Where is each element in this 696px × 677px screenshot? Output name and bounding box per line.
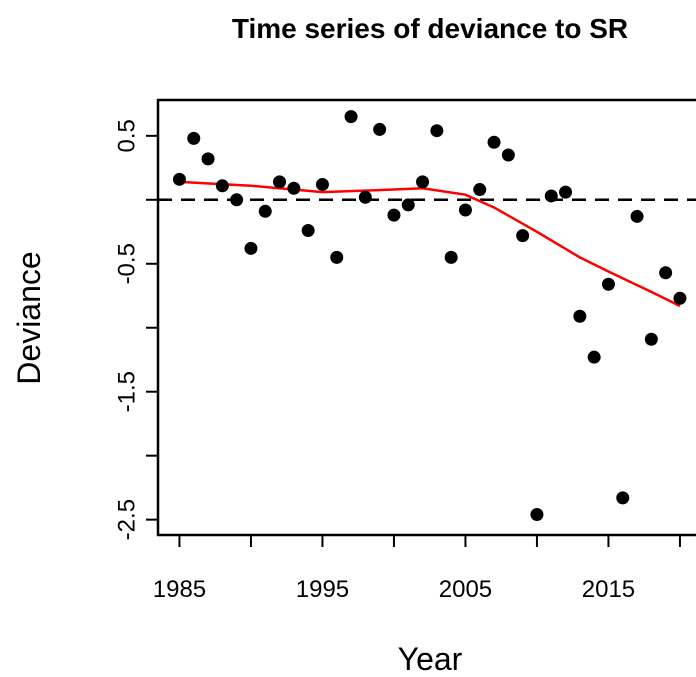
point <box>630 209 644 223</box>
point <box>616 491 630 505</box>
point <box>358 190 372 204</box>
point <box>273 175 287 189</box>
point <box>315 177 329 191</box>
point <box>387 208 401 222</box>
y-tick-label: -0.5 <box>113 243 140 284</box>
point <box>187 131 201 145</box>
x-tick-label: 2015 <box>582 576 635 603</box>
x-tick-label: 2005 <box>439 576 492 603</box>
y-axis-label: Deviance <box>11 251 47 384</box>
point <box>659 266 673 280</box>
x-tick-label: 1985 <box>153 576 206 603</box>
smooth-line <box>179 180 681 308</box>
point <box>244 241 258 255</box>
point <box>258 204 272 218</box>
point <box>559 185 573 199</box>
point <box>473 183 487 197</box>
point <box>573 309 587 323</box>
point <box>172 172 186 186</box>
point <box>601 277 615 291</box>
point <box>430 124 444 138</box>
y-tick-label: -2.5 <box>113 499 140 540</box>
point <box>587 350 601 364</box>
point <box>673 291 687 305</box>
point <box>230 193 244 207</box>
y-tick-label: -1.5 <box>113 371 140 412</box>
point <box>201 152 215 166</box>
point <box>458 203 472 217</box>
point <box>416 175 430 189</box>
point <box>330 250 344 264</box>
point <box>301 224 315 237</box>
point <box>544 189 558 203</box>
point <box>501 148 515 162</box>
point <box>444 250 458 264</box>
plot-frame <box>156 98 696 537</box>
point <box>644 332 658 346</box>
chart-title: Time series of deviance to SR <box>232 13 628 44</box>
point <box>287 181 301 195</box>
point <box>215 179 229 193</box>
point <box>401 198 415 212</box>
point <box>516 229 530 243</box>
point <box>487 135 501 149</box>
point <box>344 110 358 124</box>
y-tick-label: 0.5 <box>113 119 140 152</box>
point <box>373 122 387 136</box>
point <box>530 508 544 522</box>
x-tick-label: 1995 <box>296 576 349 603</box>
x-axis-label: Year <box>398 641 463 677</box>
